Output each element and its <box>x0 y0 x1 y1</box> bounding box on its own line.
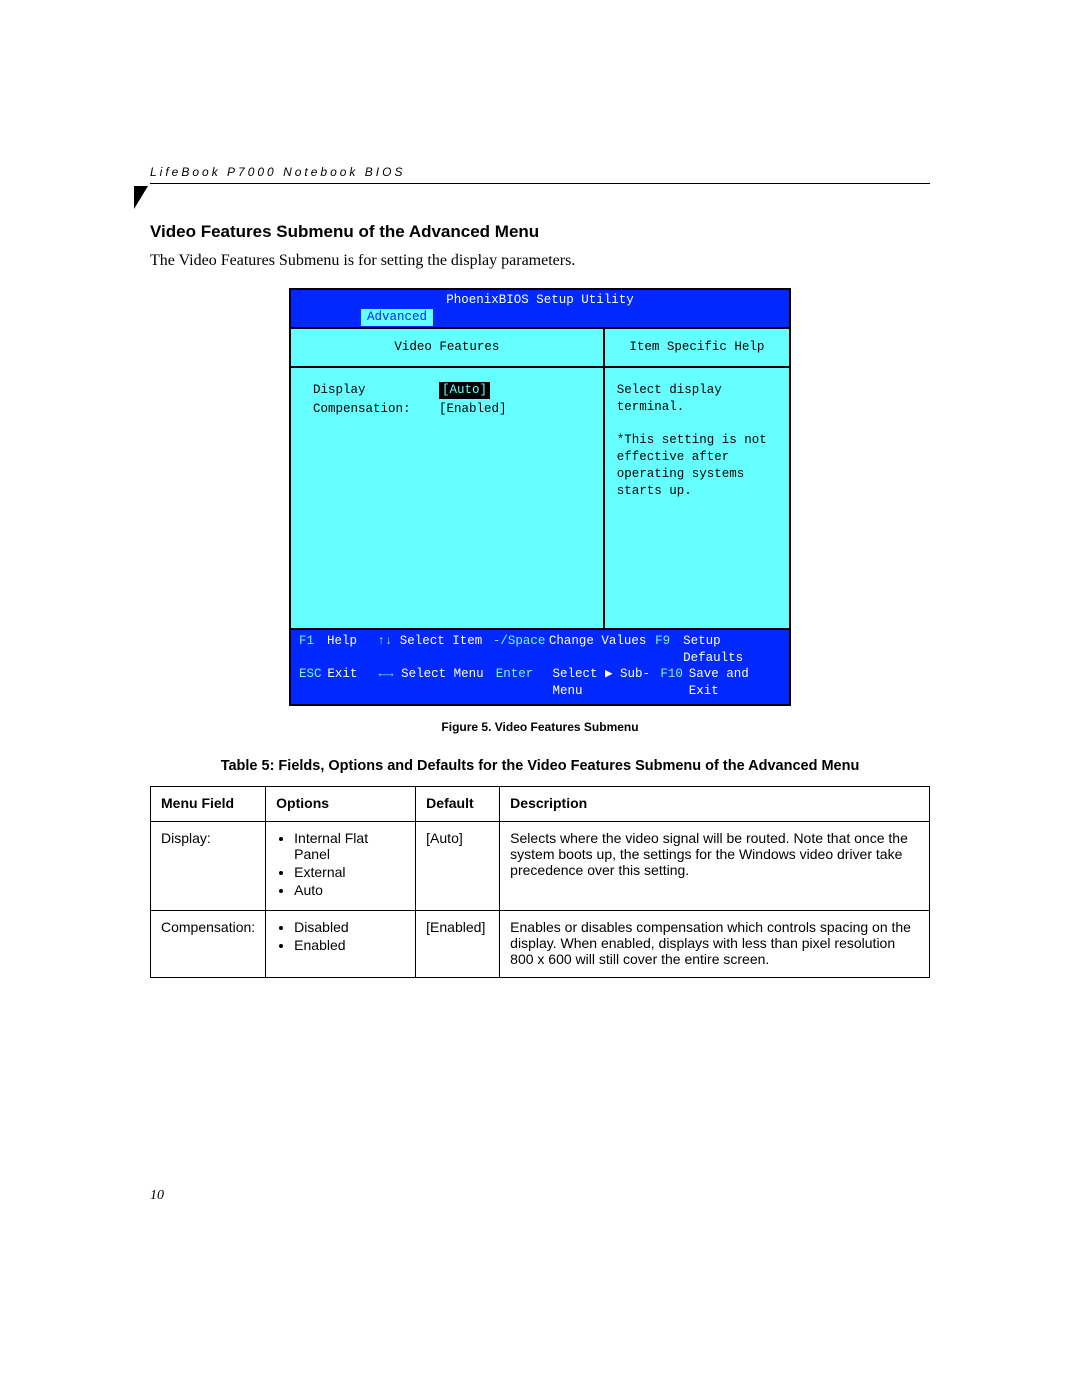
cell-options: Internal Flat Panel External Auto <box>266 822 416 911</box>
figure-caption: Figure 5. Video Features Submenu <box>150 720 930 734</box>
bios-setting-value: [Auto] <box>439 382 490 399</box>
footer-key: Enter <box>496 666 553 700</box>
bios-setting-row: Display[Auto] <box>313 382 591 399</box>
bios-setting-label: Display <box>313 382 439 399</box>
bios-help-title: Item Specific Help <box>605 329 789 368</box>
table-header: Options <box>266 787 416 822</box>
bios-help-line: Select display terminal. <box>617 382 777 416</box>
bios-title-bar: PhoenixBIOS Setup Utility <box>291 290 789 309</box>
footer-key: F1 <box>299 633 327 667</box>
cell-description: Enables or disables compensation which c… <box>500 911 930 978</box>
bios-help-line: starts up. <box>617 483 777 500</box>
section-title: Video Features Submenu of the Advanced M… <box>150 222 930 242</box>
table-header: Description <box>500 787 930 822</box>
table-row: Compensation: Disabled Enabled [Enabled]Ena… <box>151 911 930 978</box>
running-head-text: LifeBook P7000 Notebook BIOS <box>150 165 405 179</box>
running-head: LifeBook P7000 Notebook BIOS <box>150 165 930 184</box>
bios-setting-label: Compensation: <box>313 401 439 418</box>
bios-left-panel: Video Features Display[Auto]Compensation… <box>291 329 605 628</box>
cell-default: [Enabled] <box>416 911 500 978</box>
bios-help-line <box>617 415 777 432</box>
cell-options: Disabled Enabled <box>266 911 416 978</box>
bios-menu-bar: Advanced <box>291 309 789 327</box>
option-item: Auto <box>294 882 405 898</box>
footer-label: Select Item <box>400 633 493 667</box>
footer-label: Select Menu <box>401 666 496 700</box>
table-header: Menu Field <box>151 787 266 822</box>
footer-label: Change Values <box>549 633 655 667</box>
bios-help-line: operating systems <box>617 466 777 483</box>
footer-label: Help <box>327 633 377 667</box>
option-item: Enabled <box>294 937 405 953</box>
footer-label: Setup Defaults <box>683 633 781 667</box>
footer-label: Save and Exit <box>689 666 781 700</box>
footer-label: Select ▶ Sub-Menu <box>553 666 661 700</box>
bios-footer: F1 Help ↑↓ Select Item -/Space Change Va… <box>291 630 789 705</box>
accent-triangle-icon <box>134 186 148 209</box>
table-caption: Table 5: Fields, Options and Defaults fo… <box>150 758 930 774</box>
bios-setting-value: [Enabled] <box>439 401 507 418</box>
intro-paragraph: The Video Features Submenu is for settin… <box>150 252 930 270</box>
bios-panel-title: Video Features <box>291 329 603 368</box>
bios-help-line: effective after <box>617 449 777 466</box>
footer-label: Exit <box>327 666 378 700</box>
cell-default: [Auto] <box>416 822 500 911</box>
footer-key: ESC <box>299 666 327 700</box>
table-row: Display: Internal Flat Panel External Auto [… <box>151 822 930 911</box>
footer-key: ←→ <box>378 666 401 700</box>
cell-menu-field: Display: <box>151 822 266 911</box>
footer-key: ↑↓ <box>377 633 399 667</box>
page-number: 10 <box>150 1188 930 1204</box>
bios-help-line: *This setting is not <box>617 432 777 449</box>
bios-tab-advanced: Advanced <box>361 309 433 326</box>
option-item: Internal Flat Panel <box>294 830 405 862</box>
table-header: Default <box>416 787 500 822</box>
option-item: External <box>294 864 405 880</box>
footer-key: F10 <box>660 666 688 700</box>
cell-menu-field: Compensation: <box>151 911 266 978</box>
bios-setting-row: Compensation:[Enabled] <box>313 401 591 418</box>
footer-key: F9 <box>655 633 683 667</box>
bios-help-panel: Item Specific Help Select display termin… <box>605 329 789 628</box>
footer-key: -/Space <box>493 633 549 667</box>
reference-table: Menu Field Options Default Description D… <box>150 786 930 978</box>
bios-screenshot: PhoenixBIOS Setup Utility Advanced Video… <box>289 288 791 706</box>
option-item: Disabled <box>294 919 405 935</box>
cell-description: Selects where the video signal will be r… <box>500 822 930 911</box>
